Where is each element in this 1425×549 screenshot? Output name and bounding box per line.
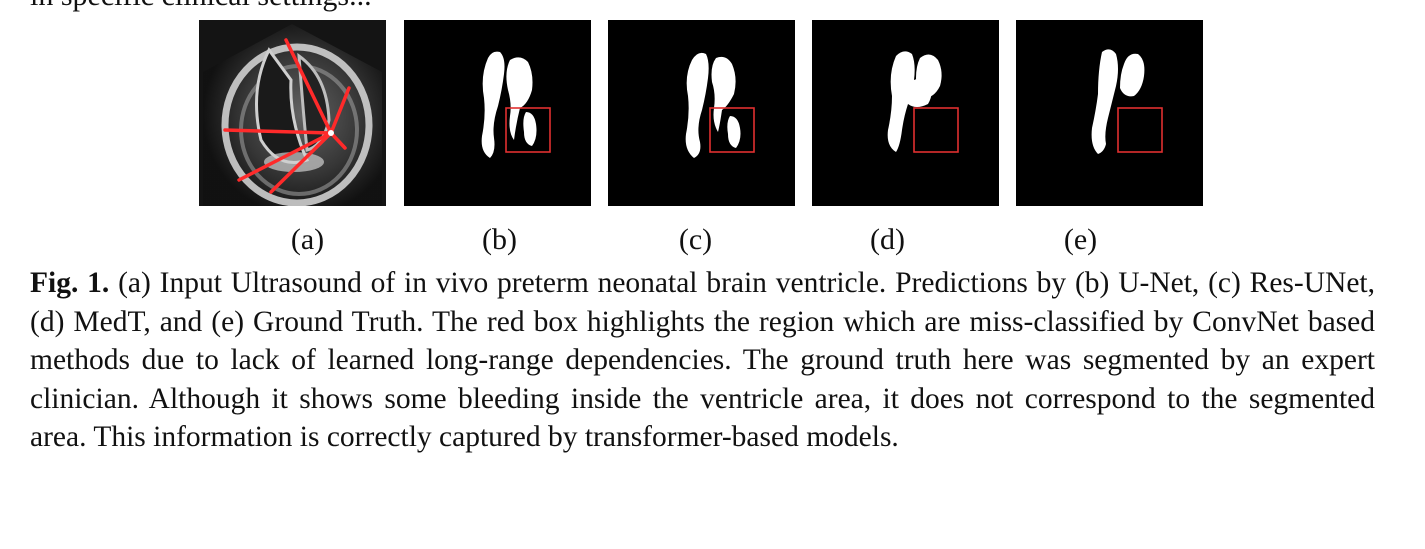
panel-a-ultrasound-image (199, 20, 386, 206)
cut-off-text-line: in specific clinical settings... (30, 0, 372, 14)
panel-label-a: (a) (290, 223, 325, 256)
figure-caption: Fig. 1. (a) Input Ultrasound of in vivo … (30, 264, 1375, 457)
caption-text: (a) Input Ultrasound of in vivo preterm … (30, 267, 1375, 454)
panel-d-medt-prediction (812, 20, 999, 206)
panel-e-ground-truth (1016, 20, 1203, 206)
panel-label-e: (e) (1063, 223, 1098, 256)
panel-label-c: (c) (678, 223, 713, 256)
figure-label: Fig. 1. (30, 267, 110, 299)
panel-label-b: (b) (482, 223, 517, 256)
panel-b-unet-prediction (404, 20, 591, 206)
panel-label-d: (d) (870, 223, 905, 256)
panel-c-resunet-prediction (608, 20, 795, 206)
